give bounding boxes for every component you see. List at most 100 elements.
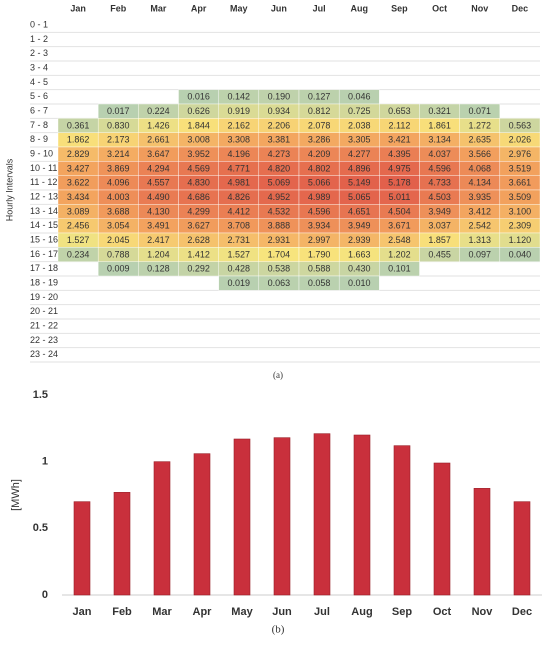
y-tick-label: 0 xyxy=(42,589,48,601)
cell-label: 4.130 xyxy=(147,206,170,216)
x-tick-label: Nov xyxy=(472,606,494,618)
bar xyxy=(393,445,411,596)
cell-label: 1.426 xyxy=(147,120,170,130)
heatmap: Jan Feb Mar Apr May Jun Jul Aug Sep Oct Nov Dec 0 - … xyxy=(4,3,541,380)
row-label: 7 - 8 xyxy=(30,120,48,130)
cell-label: 4.277 xyxy=(348,149,371,159)
cell-label: 2.997 xyxy=(308,235,331,245)
cell-label: 4.802 xyxy=(308,163,331,173)
cell-label: 2.112 xyxy=(388,120,410,130)
cell-label: 0.046 xyxy=(348,92,371,102)
cell-label: 0.626 xyxy=(187,106,210,116)
cell-label: 0.455 xyxy=(428,249,451,259)
cell-label: 4.273 xyxy=(268,149,291,159)
cell-label: 0.142 xyxy=(227,92,250,102)
column-label: Dec xyxy=(512,3,529,13)
cell-label: 0.019 xyxy=(227,278,250,288)
cell-label: 1.862 xyxy=(67,135,90,145)
cell-label: 4.196 xyxy=(227,149,250,159)
cell-label: 2.661 xyxy=(147,135,170,145)
cell-label: 4.532 xyxy=(268,206,291,216)
cell-label: 0.071 xyxy=(468,106,491,116)
cell-label: 0.127 xyxy=(308,92,331,102)
column-label: Jul xyxy=(313,3,326,13)
cell-label: 4.096 xyxy=(107,178,130,188)
cell-label: 0.292 xyxy=(187,264,210,274)
cell-label: 1.202 xyxy=(388,249,411,259)
cell-label: 0.063 xyxy=(268,278,291,288)
cell-label: 0.588 xyxy=(308,264,331,274)
cell-label: 2.635 xyxy=(468,135,491,145)
x-tick-label: Aug xyxy=(351,606,372,618)
row-label: 15 - 16 xyxy=(30,235,58,245)
row-label: 14 - 15 xyxy=(30,220,58,230)
cell-label: 1.857 xyxy=(428,235,451,245)
heat-cell xyxy=(338,275,380,291)
cell-label: 0.040 xyxy=(509,249,532,259)
cell-label: 1.527 xyxy=(227,249,250,259)
column-label: Jun xyxy=(271,3,287,13)
cell-label: 3.286 xyxy=(308,135,331,145)
column-label: Sep xyxy=(391,3,408,13)
cell-label: 0.563 xyxy=(509,120,532,130)
row-label: 12 - 13 xyxy=(30,192,58,202)
cell-label: 3.647 xyxy=(147,149,170,159)
cell-label: 3.934 xyxy=(308,221,331,231)
cell-label: 2.542 xyxy=(468,221,491,231)
row-label: 17 - 18 xyxy=(30,263,58,273)
cell-label: 2.417 xyxy=(147,235,170,245)
cell-label: 3.421 xyxy=(388,135,411,145)
cell-label: 1.663 xyxy=(348,249,371,259)
cell-label: 2.162 xyxy=(227,120,250,130)
cell-label: 0.058 xyxy=(308,278,331,288)
cell-label: 5.069 xyxy=(268,178,291,188)
cell-label: 4.771 xyxy=(227,163,250,173)
row-label: 10 - 11 xyxy=(30,163,57,173)
cell-label: 0.361 xyxy=(67,120,90,130)
cell-label: 0.428 xyxy=(227,264,250,274)
cell-label: 4.596 xyxy=(308,206,331,216)
cell-label: 5.065 xyxy=(348,192,371,202)
caption: (b) xyxy=(272,624,285,636)
heat-cell xyxy=(499,247,541,262)
cell-label: 4.826 xyxy=(227,192,250,202)
bar xyxy=(473,488,491,596)
cell-label: 4.651 xyxy=(348,206,371,216)
cell-label: 2.206 xyxy=(268,120,291,130)
cell-label: 3.627 xyxy=(187,221,210,231)
cell-label: 0.009 xyxy=(107,264,130,274)
row-label: 8 - 9 xyxy=(30,134,48,144)
cell-label: 4.003 xyxy=(107,192,130,202)
column-label: May xyxy=(230,3,248,13)
cell-label: 2.731 xyxy=(227,235,250,245)
cell-label: 1.120 xyxy=(509,235,532,245)
cell-label: 3.671 xyxy=(388,221,411,231)
cell-label: 3.308 xyxy=(227,135,250,145)
cell-label: 4.830 xyxy=(187,178,210,188)
cell-label: 3.008 xyxy=(187,135,210,145)
row-label: 4 - 5 xyxy=(30,77,48,87)
cell-label: 3.688 xyxy=(107,206,130,216)
cell-label: 0.934 xyxy=(268,106,291,116)
cell-label: 0.101 xyxy=(388,264,411,274)
cell-label: 3.869 xyxy=(107,163,130,173)
cell-label: 4.395 xyxy=(388,149,411,159)
row-label: 18 - 19 xyxy=(30,278,58,288)
cell-label: 3.037 xyxy=(428,221,451,231)
column-label: Feb xyxy=(110,3,127,13)
cell-label: 4.981 xyxy=(227,178,250,188)
row-label: 11 - 12 xyxy=(30,177,57,187)
cell-label: 4.503 xyxy=(428,192,451,202)
x-tick-label: Feb xyxy=(112,606,132,618)
cell-label: 2.045 xyxy=(107,235,130,245)
bar xyxy=(273,437,291,596)
cell-label: 0.190 xyxy=(268,92,291,102)
cell-label: 4.896 xyxy=(348,163,371,173)
cell-label: 0.234 xyxy=(67,249,90,259)
x-tick-label: Sep xyxy=(392,606,412,618)
row-label: 9 - 10 xyxy=(30,149,53,159)
cell-label: 4.557 xyxy=(147,178,170,188)
cell-label: 3.100 xyxy=(509,206,532,216)
column-label: Mar xyxy=(150,3,167,13)
